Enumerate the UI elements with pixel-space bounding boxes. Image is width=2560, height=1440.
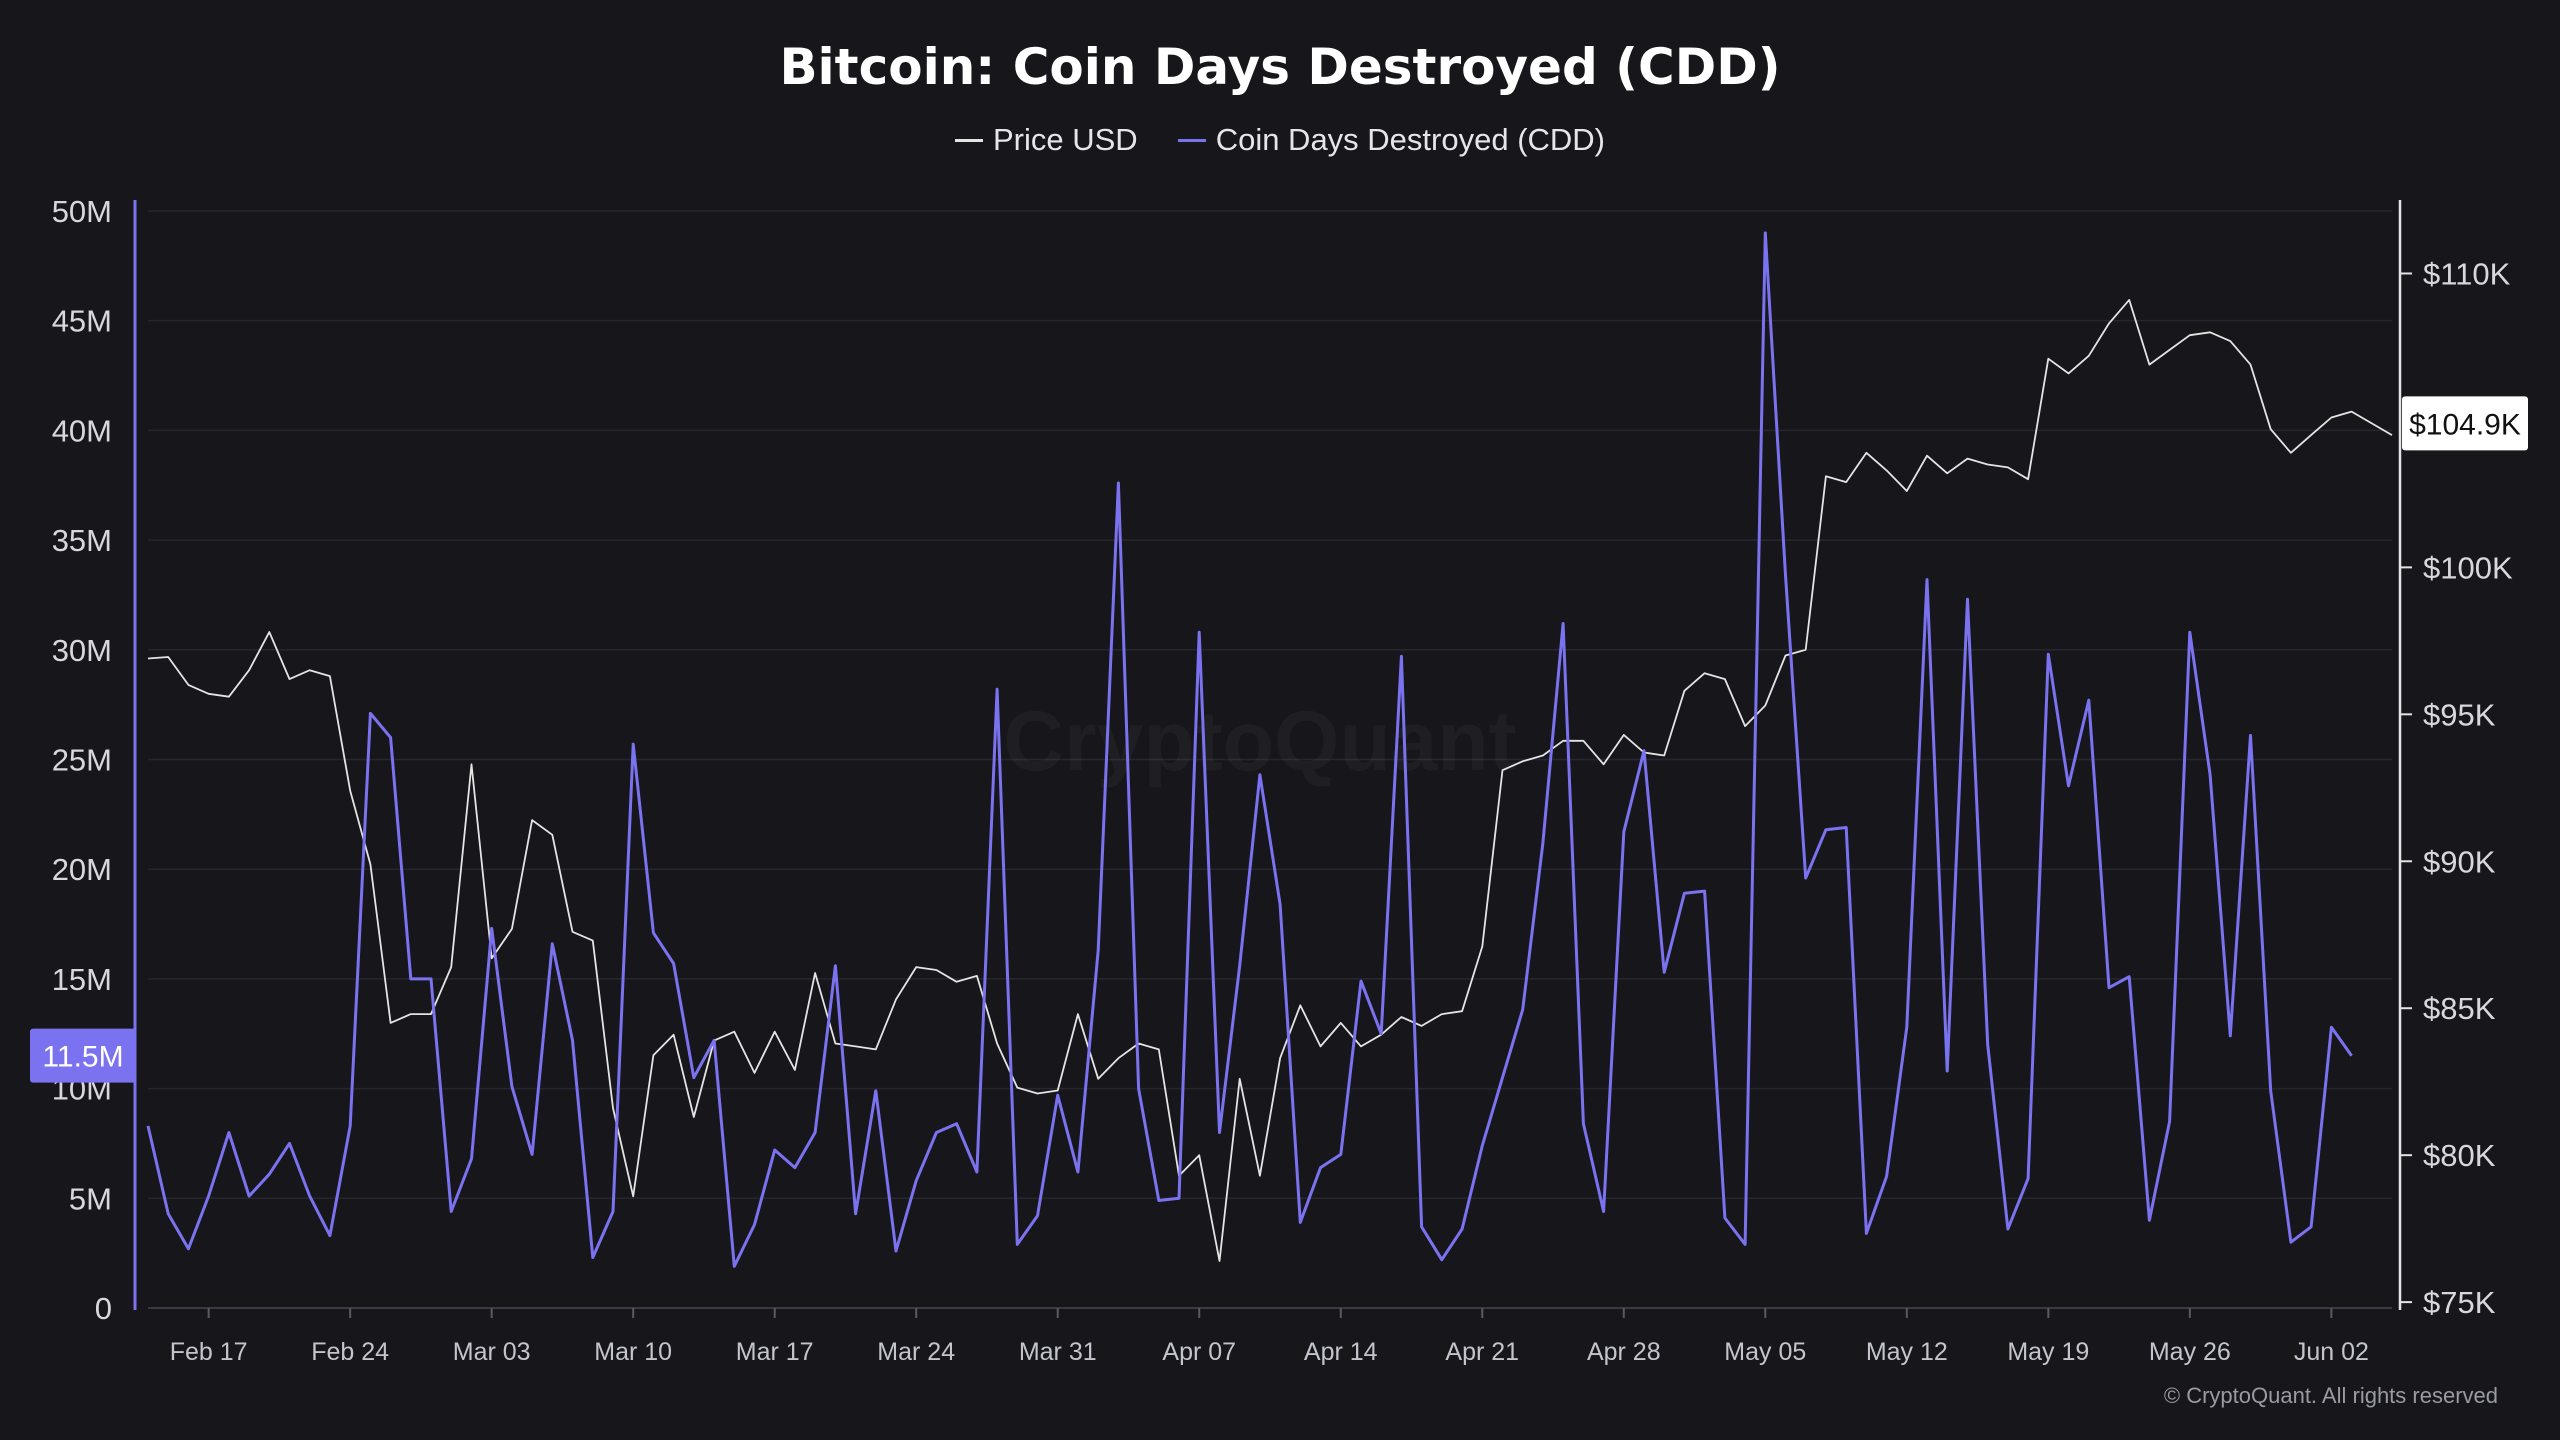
right-axis-ticks: $75K $80K $85K $90K $95K $100K $110K (2400, 256, 2513, 1320)
x-tick-label: May 26 (2149, 1338, 2231, 1366)
left-tick-label: 45M (52, 304, 112, 339)
cdd-series-line (146, 231, 2353, 1268)
left-tick-label: 20M (52, 852, 112, 887)
left-tick-label: 15M (52, 962, 112, 997)
x-tick-label: Apr 07 (1162, 1338, 1236, 1366)
copyright-notice: © CryptoQuant. All rights reserved (2163, 1383, 2498, 1408)
legend-label-cdd: Coin Days Destroyed (CDD) (1215, 122, 1606, 157)
legend-swatch-cdd (1177, 138, 1206, 142)
cdd-current-label: 11.5M (42, 1041, 123, 1074)
price-current-badge (2402, 396, 2528, 451)
x-tick-label: Mar 31 (1019, 1338, 1097, 1366)
right-tick-label: $90K (2423, 844, 2496, 879)
left-tick-label: 0 (95, 1291, 112, 1326)
left-tick-label: 50M (52, 194, 112, 229)
right-tick-label: $80K (2423, 1138, 2496, 1173)
left-tick-label: 35M (52, 523, 112, 558)
x-tick-label: May 19 (2007, 1338, 2089, 1366)
right-tick-label: $110K (2423, 256, 2511, 291)
x-tick-label: Mar 24 (877, 1338, 955, 1366)
x-tick-label: May 05 (1724, 1338, 1806, 1366)
right-tick-label: $95K (2423, 697, 2496, 732)
price-series-line (147, 298, 2393, 1262)
left-tick-label: 40M (52, 413, 112, 448)
left-tick-label: 25M (52, 742, 112, 777)
grid-lines (148, 210, 2392, 1200)
legend-item-price[interactable]: Price USD (954, 122, 1138, 158)
x-tick-label: Mar 03 (453, 1338, 531, 1366)
x-tick-label: Mar 17 (736, 1338, 814, 1366)
current-value-badges: 11.5M $104.9K (30, 396, 2528, 1083)
cdd-current-badge (30, 1028, 136, 1083)
right-tick-label: $85K (2423, 991, 2496, 1026)
watermark: CryptoQuant (1003, 694, 1516, 788)
chart-title: Bitcoin: Coin Days Destroyed (CDD) (779, 38, 1781, 96)
x-tick-label: Jun 02 (2294, 1338, 2369, 1366)
x-tick-label: Apr 28 (1587, 1338, 1661, 1366)
x-tick-label: Feb 17 (170, 1338, 248, 1366)
x-tick-label: Feb 24 (311, 1338, 389, 1366)
left-tick-label: 5M (69, 1181, 112, 1216)
x-axis-ticks: Feb 17 Feb 24 Mar 03 Mar 10 Mar 17 Mar 24 Mar … (170, 1308, 2369, 1366)
left-tick-label: 30M (52, 633, 112, 668)
price-current-label: $104.9K (2409, 408, 2521, 441)
right-tick-label: $75K (2423, 1285, 2496, 1320)
axes (133, 200, 2402, 1310)
x-tick-label: Apr 14 (1304, 1338, 1378, 1366)
x-tick-label: Mar 10 (594, 1338, 672, 1366)
legend-item-cdd[interactable]: Coin Days Destroyed (CDD) (1177, 122, 1606, 158)
chart-legend: Price USD Coin Days Destroyed (CDD) (0, 122, 2560, 158)
x-tick-label: May 12 (1866, 1338, 1948, 1366)
legend-label-price: Price USD (992, 122, 1138, 157)
legend-swatch-price (954, 138, 983, 142)
series-lines (146, 231, 2393, 1268)
x-tick-label: Apr 21 (1445, 1338, 1519, 1366)
right-tick-label: $100K (2423, 550, 2513, 585)
